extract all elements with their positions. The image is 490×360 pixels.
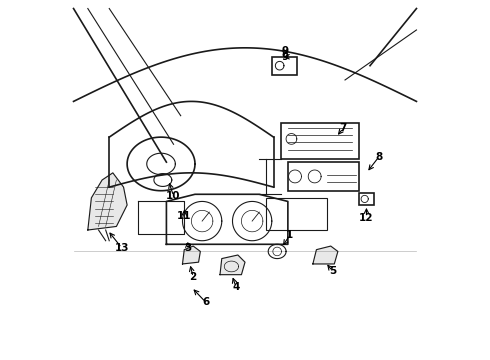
Polygon shape <box>88 173 127 230</box>
Polygon shape <box>313 246 338 264</box>
Text: 9: 9 <box>281 46 289 56</box>
Text: 12: 12 <box>359 212 374 222</box>
Text: 10: 10 <box>166 191 181 201</box>
Text: 6: 6 <box>202 297 209 307</box>
Text: 5: 5 <box>329 266 336 276</box>
Text: 2: 2 <box>190 272 197 282</box>
Polygon shape <box>182 246 200 264</box>
Polygon shape <box>220 255 245 275</box>
Text: 13: 13 <box>115 243 129 253</box>
Text: 4: 4 <box>232 282 240 292</box>
Text: 3: 3 <box>184 243 192 253</box>
Bar <box>267 198 327 230</box>
Bar <box>288 162 359 191</box>
Text: 8: 8 <box>375 152 383 162</box>
Bar <box>272 57 297 75</box>
Text: 1: 1 <box>286 230 294 240</box>
Bar <box>281 123 359 158</box>
Text: 11: 11 <box>177 211 192 221</box>
Text: 9: 9 <box>281 52 289 62</box>
Text: 7: 7 <box>340 123 347 133</box>
Bar <box>359 193 373 205</box>
